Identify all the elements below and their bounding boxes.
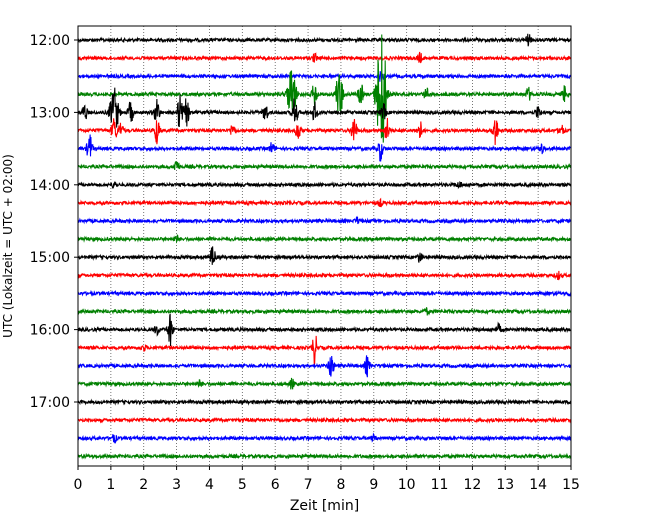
x-tick-label: 4 bbox=[205, 477, 214, 493]
y-tick-label: 12:00 bbox=[30, 33, 70, 49]
x-tick-label: 2 bbox=[139, 477, 148, 493]
trace-1415 bbox=[77, 197, 572, 208]
trace-1745 bbox=[77, 452, 572, 461]
x-tick-label: 1 bbox=[106, 477, 115, 493]
trace-1500 bbox=[77, 246, 572, 265]
x-tick-label: 8 bbox=[336, 477, 345, 493]
x-tick-label: 14 bbox=[529, 477, 547, 493]
trace-1630 bbox=[77, 355, 572, 378]
trace-1530 bbox=[77, 289, 572, 298]
y-tick-label: 14:00 bbox=[30, 178, 70, 194]
x-tick-label: 11 bbox=[431, 477, 449, 493]
y-tick-label: 16:00 bbox=[30, 323, 70, 339]
y-tick-label: 17:00 bbox=[30, 395, 70, 411]
trace-1300 bbox=[77, 87, 572, 128]
x-axis-label: Zeit [min] bbox=[290, 498, 359, 514]
trace-1330 bbox=[77, 134, 572, 162]
x-tick-label: 12 bbox=[463, 477, 481, 493]
y-axis-label: UTC (Lokalzeit = UTC + 02:00) bbox=[1, 154, 15, 338]
trace-1545 bbox=[77, 307, 572, 316]
plot-frame bbox=[77, 25, 572, 467]
trace-1700 bbox=[77, 398, 572, 406]
x-tick-label: 5 bbox=[238, 477, 247, 493]
trace-1515 bbox=[77, 270, 572, 281]
y-tick-label: 15:00 bbox=[30, 250, 70, 266]
y-axis-ticks: 12:00 13:00 14:00 15:00 16:00 17:00 bbox=[30, 33, 78, 411]
y-tick-label: 13:00 bbox=[30, 105, 70, 121]
trace-1430 bbox=[77, 215, 572, 225]
plot-area bbox=[78, 26, 571, 466]
x-tick-label: 13 bbox=[496, 477, 514, 493]
trace-1715 bbox=[77, 416, 572, 424]
trace-1615 bbox=[77, 335, 572, 367]
trace-1600 bbox=[77, 313, 572, 347]
x-tick-label: 7 bbox=[304, 477, 313, 493]
trace-group bbox=[77, 33, 572, 461]
trace-1215 bbox=[77, 51, 572, 64]
trace-1230 bbox=[77, 71, 572, 82]
grid-lines bbox=[110, 26, 539, 466]
x-tick-label: 15 bbox=[562, 477, 580, 493]
trace-1245 bbox=[77, 34, 572, 143]
x-tick-label: 0 bbox=[74, 477, 83, 493]
trace-1645 bbox=[77, 377, 572, 390]
trace-1345 bbox=[77, 161, 572, 171]
trace-1445 bbox=[77, 234, 572, 244]
x-tick-label: 10 bbox=[398, 477, 416, 493]
trace-1200 bbox=[77, 33, 572, 47]
x-tick-label: 6 bbox=[271, 477, 280, 493]
trace-1315 bbox=[77, 117, 572, 146]
x-axis-ticks: 0 1 2 3 4 5 6 7 8 9 10 11 12 13 14 15 bbox=[74, 466, 580, 493]
trace-1730 bbox=[77, 432, 572, 444]
x-tick-label: 9 bbox=[369, 477, 378, 493]
x-tick-label: 3 bbox=[172, 477, 181, 493]
trace-1400 bbox=[77, 180, 572, 190]
